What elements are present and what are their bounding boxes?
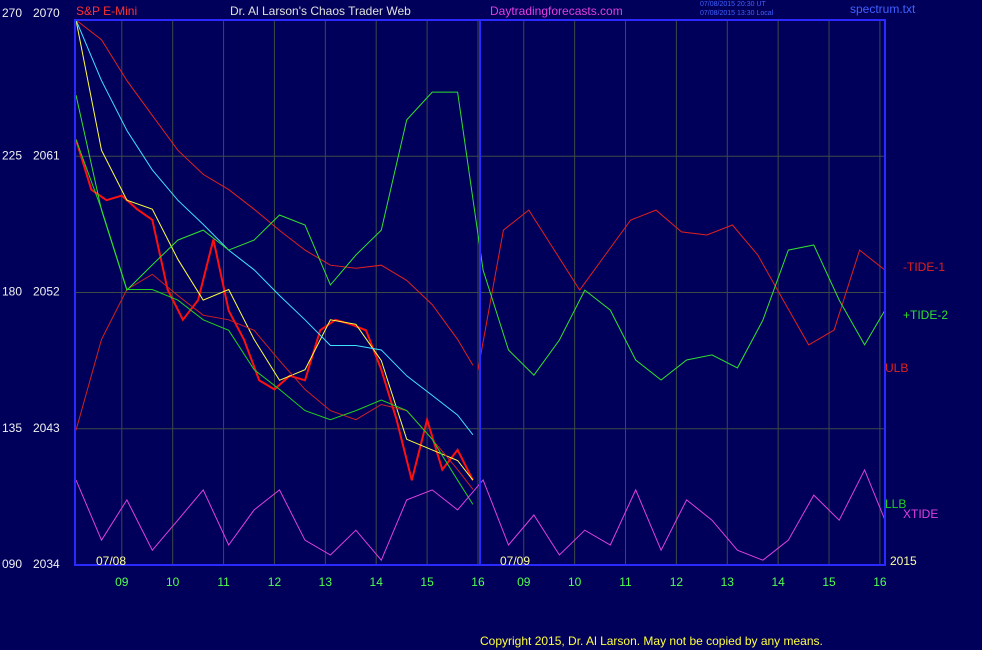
- y-tick-label: 2034: [33, 557, 60, 571]
- series-line: [75, 91, 886, 381]
- y2-tick-label: 135: [2, 421, 22, 435]
- series-line: [75, 19, 474, 366]
- series-label: +TIDE-2: [903, 308, 948, 322]
- date-label: 2015: [890, 554, 917, 568]
- series-lines: [75, 19, 886, 562]
- copyright: Copyright 2015, Dr. Al Larson. May not b…: [480, 634, 823, 648]
- x-tick-label: 10: [568, 575, 582, 589]
- x-tick-label: 11: [217, 575, 230, 589]
- y-tick-label: 2061: [33, 148, 60, 162]
- series-label: -TIDE-1: [903, 260, 945, 274]
- x-tick-label: 09: [115, 575, 129, 589]
- y2-tick-label: 090: [2, 557, 22, 571]
- series-line: [75, 139, 474, 481]
- y-tick-label: 2043: [33, 421, 60, 435]
- date-label: 07/08: [96, 554, 126, 568]
- x-tick-label: 15: [822, 575, 836, 589]
- series-line: [75, 19, 474, 481]
- series-label: LLB: [885, 497, 906, 511]
- x-tick-label: 16: [471, 575, 485, 589]
- y2-tick-label: 225: [2, 148, 22, 162]
- timestamp: 07/08/2015 20:30 UT: [700, 1, 766, 8]
- y-tick-label: 2052: [33, 285, 60, 299]
- series-label: ULB: [885, 361, 908, 375]
- chart-title: Dr. Al Larson's Chaos Trader Web: [230, 4, 411, 18]
- y2-tick-label: 180: [2, 285, 22, 299]
- x-tick-label: 12: [670, 575, 684, 589]
- y-tick-label: 2070: [33, 6, 60, 20]
- x-tick-label: 11: [619, 575, 632, 589]
- x-tick-label: 10: [166, 575, 180, 589]
- chart-subtitle: Daytradingforecasts.com: [490, 4, 623, 18]
- x-tick-label: 15: [420, 575, 434, 589]
- series-label: XTIDE: [903, 507, 938, 521]
- file-label: spectrum.txt: [850, 2, 916, 16]
- x-tick-label: 13: [319, 575, 333, 589]
- y2-tick-label: 270: [2, 6, 22, 20]
- series-line: [477, 209, 886, 371]
- x-tick-label: 12: [268, 575, 282, 589]
- instrument-label: S&P E-Mini: [76, 4, 137, 18]
- x-tick-label: 14: [370, 575, 384, 589]
- x-tick-label: 14: [771, 575, 785, 589]
- x-tick-label: 13: [721, 575, 735, 589]
- timestamp: 07/08/2015 13:30 Local: [700, 10, 774, 17]
- series-line: [75, 468, 886, 562]
- series-line: [75, 19, 474, 436]
- x-tick-label: 09: [517, 575, 531, 589]
- series-line: [75, 139, 474, 505]
- x-tick-label: 16: [873, 575, 887, 589]
- date-label: 07/09: [500, 554, 530, 568]
